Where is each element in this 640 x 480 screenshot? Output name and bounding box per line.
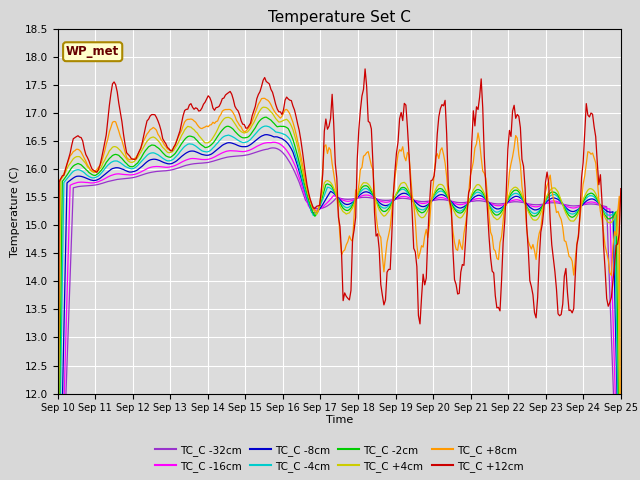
TC_C -32cm (587, 201, 595, 207)
Line: TC_C -32cm: TC_C -32cm (58, 148, 621, 480)
TC_C +8cm (259, 96, 267, 101)
Line: TC_C +12cm: TC_C +12cm (58, 69, 621, 480)
TC_C -4cm (250, 133, 257, 139)
TC_C -16cm (250, 145, 257, 151)
TC_C +8cm (221, 107, 229, 112)
TC_C +8cm (250, 114, 257, 120)
TC_C -4cm (123, 164, 131, 170)
Legend: TC_C -32cm, TC_C -16cm, TC_C -8cm, TC_C -4cm, TC_C -2cm, TC_C +4cm, TC_C +8cm, T: TC_C -32cm, TC_C -16cm, TC_C -8cm, TC_C … (151, 441, 527, 476)
TC_C -32cm (250, 150, 257, 156)
TC_C +8cm (54, 474, 61, 480)
TC_C +4cm (259, 104, 267, 110)
TC_C +4cm (587, 186, 595, 192)
TC_C +4cm (241, 130, 248, 136)
TC_C +12cm (361, 66, 369, 72)
TC_C +4cm (250, 120, 257, 126)
TC_C -8cm (221, 141, 229, 146)
Line: TC_C +8cm: TC_C +8cm (58, 98, 621, 480)
TC_C -4cm (587, 193, 595, 199)
TC_C +4cm (123, 156, 131, 162)
X-axis label: Time: Time (326, 415, 353, 425)
TC_C -4cm (221, 133, 229, 139)
TC_C -32cm (301, 197, 309, 203)
TC_C -2cm (241, 135, 248, 141)
TC_C -2cm (587, 190, 595, 196)
TC_C -4cm (241, 140, 248, 145)
TC_C -8cm (301, 190, 309, 196)
TC_C +12cm (617, 186, 625, 192)
TC_C -2cm (221, 124, 229, 130)
TC_C -32cm (123, 176, 131, 181)
TC_C +12cm (300, 159, 308, 165)
TC_C +12cm (250, 108, 257, 114)
TC_C -16cm (241, 149, 248, 155)
TC_C -8cm (262, 132, 270, 138)
TC_C +8cm (241, 129, 248, 135)
TC_C -16cm (587, 199, 595, 205)
TC_C +8cm (587, 151, 595, 157)
TC_C -32cm (221, 155, 229, 160)
Line: TC_C +4cm: TC_C +4cm (58, 107, 621, 480)
TC_C +12cm (123, 150, 131, 156)
TC_C -32cm (269, 145, 276, 151)
TC_C -8cm (587, 196, 595, 202)
Line: TC_C -2cm: TC_C -2cm (58, 117, 621, 480)
TC_C +8cm (123, 155, 131, 160)
TC_C +4cm (221, 115, 229, 120)
TC_C -16cm (270, 139, 278, 145)
Line: TC_C -16cm: TC_C -16cm (58, 142, 621, 480)
TC_C -2cm (301, 185, 309, 191)
TC_C -2cm (262, 114, 270, 120)
Line: TC_C -4cm: TC_C -4cm (58, 126, 621, 480)
TC_C -2cm (123, 161, 131, 167)
TC_C -8cm (123, 168, 131, 174)
TC_C -4cm (301, 189, 309, 195)
Y-axis label: Temperature (C): Temperature (C) (10, 166, 20, 257)
TC_C -8cm (250, 139, 257, 145)
Text: WP_met: WP_met (66, 45, 119, 58)
TC_C -8cm (241, 144, 248, 150)
TC_C -16cm (123, 172, 131, 178)
TC_C +8cm (301, 179, 309, 184)
TC_C +12cm (587, 110, 595, 116)
TC_C -4cm (262, 123, 270, 129)
TC_C -16cm (301, 194, 309, 200)
TC_C +12cm (241, 121, 248, 127)
Line: TC_C -8cm: TC_C -8cm (58, 135, 621, 480)
TC_C +4cm (301, 181, 309, 187)
Title: Temperature Set C: Temperature Set C (268, 10, 411, 25)
TC_C -16cm (221, 149, 229, 155)
TC_C +12cm (221, 92, 229, 98)
TC_C -32cm (241, 153, 248, 158)
TC_C -2cm (250, 127, 257, 133)
